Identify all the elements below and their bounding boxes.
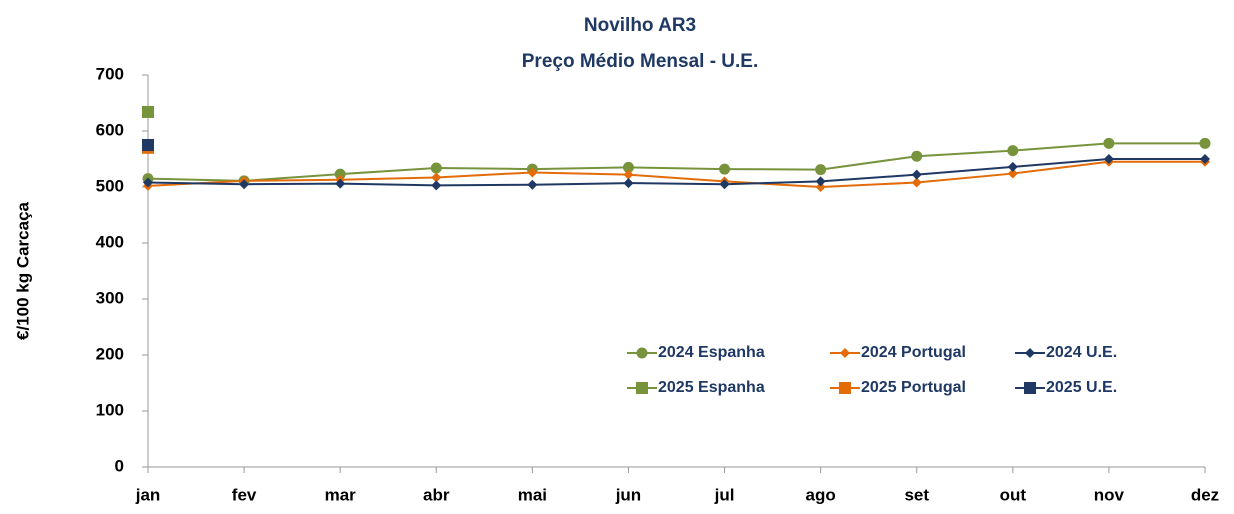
marker — [623, 169, 634, 180]
marker — [636, 347, 648, 359]
marker — [1025, 348, 1035, 358]
marker — [1024, 382, 1036, 394]
x-tick-label: mai — [518, 485, 547, 504]
marker — [1103, 137, 1115, 149]
marker — [815, 182, 826, 192]
x-tick-label: dez — [1191, 485, 1219, 504]
y-axis-label: €/100 kg Carcaça — [13, 201, 32, 340]
marker — [431, 172, 442, 183]
y-tick-label: 300 — [96, 288, 124, 307]
y-tick-label: 200 — [96, 344, 124, 363]
x-tick-label: ago — [806, 485, 836, 504]
legend-label: 2024 Espanha — [658, 344, 765, 361]
marker — [1199, 137, 1211, 149]
x-tick-label: fev — [232, 485, 257, 504]
series-line — [147, 158, 1205, 187]
marker — [527, 179, 538, 190]
x-tick-label: out — [1000, 485, 1027, 504]
marker — [142, 105, 154, 118]
marker — [911, 177, 922, 188]
legend-label: 2024 U.E. — [1046, 344, 1117, 361]
legend-entry: 2025 U.E. — [1015, 379, 1117, 396]
legend-entry: 2025 Espanha — [627, 379, 765, 396]
legend-entry: 2024 U.E. — [1015, 344, 1117, 361]
legend-entry: 2024 Espanha — [627, 344, 765, 361]
marker — [719, 163, 731, 175]
x-tick-label: jun — [615, 485, 642, 504]
marker — [430, 162, 442, 174]
marker — [431, 180, 442, 191]
marker — [911, 169, 922, 180]
marker — [142, 139, 154, 151]
marker — [623, 178, 634, 189]
marker — [1103, 154, 1114, 164]
x-tick-label: abr — [423, 485, 450, 504]
marker — [839, 382, 851, 394]
marker — [1200, 154, 1210, 164]
x-tick-label: nov — [1094, 485, 1125, 504]
legend-label: 2025 U.E. — [1046, 379, 1117, 396]
x-tick-label: jul — [714, 485, 735, 504]
legend-label: 2025 Espanha — [658, 379, 765, 396]
legend-entry: 2025 Portugal — [830, 379, 966, 396]
marker — [1007, 168, 1018, 179]
y-tick-label: 100 — [96, 400, 124, 419]
legend-label: 2025 Portugal — [861, 379, 966, 396]
marker — [1007, 161, 1018, 172]
series-line — [147, 160, 1205, 189]
marker — [527, 167, 538, 178]
marker — [239, 179, 250, 190]
x-tick-label: jan — [135, 485, 161, 504]
marker — [719, 179, 730, 190]
y-tick-label: 600 — [96, 120, 124, 139]
marker — [143, 177, 153, 188]
marker — [840, 348, 850, 358]
marker — [335, 178, 346, 189]
legend-entry: 2024 Portugal — [830, 344, 966, 361]
chart-title: Novilho AR3 — [584, 15, 696, 36]
x-tick-label: mar — [325, 485, 357, 504]
marker — [815, 164, 827, 176]
chart-subtitle: Preço Médio Mensal - U.E. — [522, 51, 759, 72]
y-tick-label: 700 — [96, 64, 124, 83]
marker — [1007, 145, 1019, 157]
legend-label: 2024 Portugal — [861, 344, 966, 361]
marker — [636, 382, 648, 394]
x-tick-label: set — [904, 485, 929, 504]
marker — [334, 168, 346, 180]
y-tick-label: 400 — [96, 232, 124, 251]
y-tick-label: 0 — [115, 456, 124, 475]
marker — [815, 176, 826, 187]
y-tick-label: 500 — [96, 176, 124, 195]
marker — [622, 161, 634, 173]
marker — [911, 150, 923, 162]
series-line — [147, 142, 1205, 182]
